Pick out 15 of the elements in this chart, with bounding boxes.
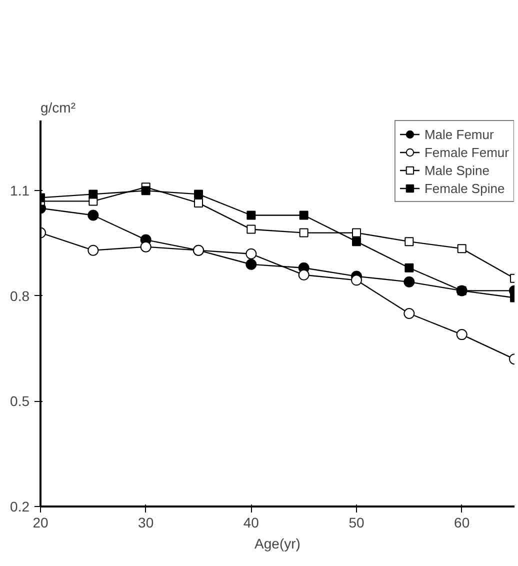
x-tick-label: 40 xyxy=(243,514,260,530)
x-tick-label: 30 xyxy=(138,514,154,530)
legend-label: Female Femur xyxy=(424,144,509,161)
y-tick-label: 0.8 xyxy=(10,288,30,304)
y-tick-label: 0.2 xyxy=(10,498,30,514)
y-axis-title: g/cm² xyxy=(40,100,76,116)
x-tick-label: 20 xyxy=(32,514,48,530)
x-tick-label: 50 xyxy=(348,514,364,530)
legend-label: Male Spine xyxy=(424,162,490,179)
legend-label: Female Spine xyxy=(424,180,505,197)
x-axis-title: Age(yr) xyxy=(254,536,300,552)
legend-label: Male Femur xyxy=(424,126,494,143)
y-tick-label: 0.5 xyxy=(10,393,30,410)
y-tick-label: 1.1 xyxy=(10,182,30,199)
x-tick-label: 60 xyxy=(454,514,470,530)
